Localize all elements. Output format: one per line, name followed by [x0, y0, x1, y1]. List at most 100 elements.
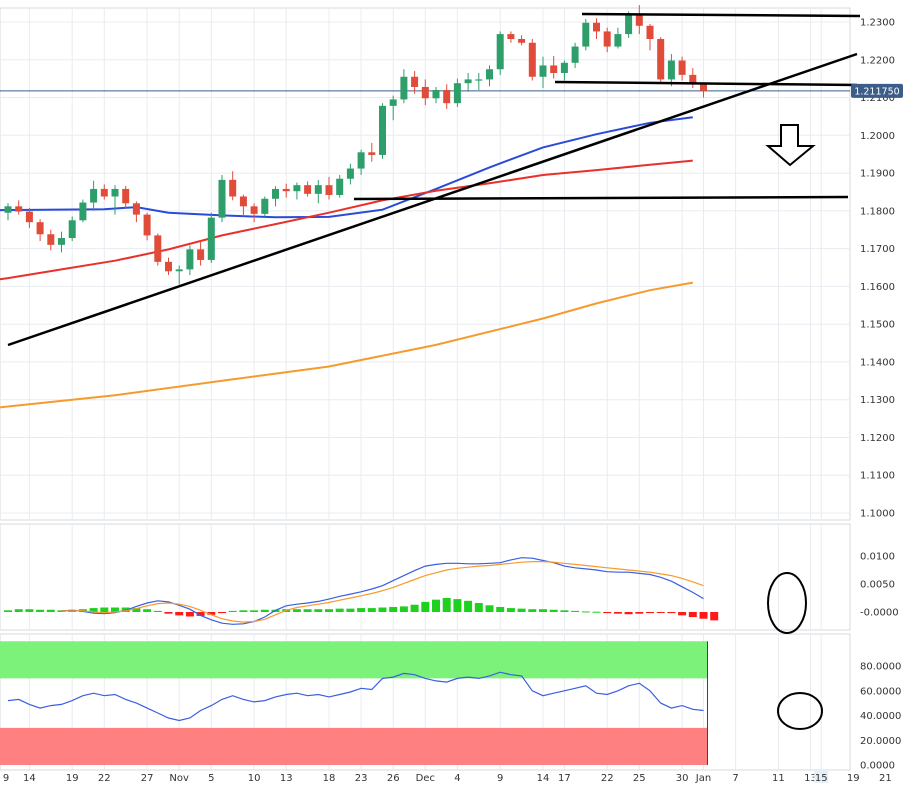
resistance-line: [581, 12, 861, 18]
macd-histogram-bar: [367, 608, 376, 612]
rsi-axis: 80.0000 60.0000 40.0000 20.0000 0.0000: [860, 662, 901, 772]
candle-body: [432, 89, 440, 99]
macd-histogram-bar: [539, 609, 547, 612]
macd-histogram-bar: [635, 612, 644, 614]
macd-histogram-bar: [603, 612, 612, 614]
macd-histogram-bar: [325, 609, 333, 612]
price-tick-label: 1.2200: [860, 55, 895, 66]
candle-body: [132, 203, 140, 215]
candle-body: [582, 22, 590, 47]
macd-histogram-bar: [678, 612, 687, 616]
date-tick-label: 13: [280, 773, 293, 784]
candle-body: [635, 15, 643, 26]
macd-histogram-bar: [164, 612, 173, 614]
candle-body: [657, 38, 665, 80]
macd-histogram-bar: [464, 600, 473, 612]
price-tick-label: 1.2100: [860, 93, 895, 104]
rsi-zones: [0, 641, 708, 765]
rsi-line: [7, 671, 704, 722]
price-tick-label: 1.1900: [860, 169, 895, 180]
macd-histogram-bar: [474, 603, 483, 612]
candle-body: [550, 65, 558, 73]
date-tick-label: Nov: [169, 773, 189, 784]
macd-histogram-bar: [335, 608, 344, 612]
macd-histogram-bar: [613, 612, 622, 614]
price-tick-label: 1.2300: [860, 18, 895, 29]
candle-body: [336, 178, 344, 195]
candle-body: [293, 185, 301, 192]
price-tick-label: 1.1300: [860, 395, 895, 406]
macd-histogram-bar: [399, 606, 408, 612]
date-tick-label: 9: [497, 773, 503, 784]
date-tick-label: 9: [3, 773, 9, 784]
macd-histogram-bar: [207, 612, 216, 615]
candle-body: [15, 206, 23, 212]
macd-tick-label: 0.0100: [860, 552, 895, 563]
macd-histogram-bar: [239, 610, 248, 612]
date-tick-label: 30: [676, 773, 689, 784]
candle-body: [443, 89, 451, 104]
macd-histogram-bar: [153, 610, 162, 612]
candle-body: [646, 25, 654, 39]
candle-body: [528, 42, 536, 77]
macd-histogram-bar: [506, 608, 515, 612]
macd-histogram-bar: [560, 610, 569, 612]
candle-body: [165, 261, 172, 272]
candle-body: [90, 188, 98, 203]
price-tick-label: 1.1800: [860, 206, 895, 217]
macd-histogram-bar: [710, 612, 719, 621]
candle-body: [614, 34, 622, 47]
macd-histogram-bar: [581, 611, 590, 613]
candle-body: [667, 60, 675, 80]
macd-histogram-bar: [453, 599, 462, 612]
macd-histogram-bar: [292, 609, 301, 612]
current-price-label: 1.211750: [854, 86, 899, 97]
macd-histogram-bar: [357, 608, 366, 612]
rsi-tick-label: 0.0000: [860, 761, 895, 772]
macd-tick-label: 0.0050: [860, 580, 895, 591]
macd-tick-label: -0.0000: [860, 608, 899, 619]
candle-body: [453, 83, 461, 104]
price-tick-label: 1.1000: [860, 509, 895, 520]
macd-histogram-bar: [89, 608, 98, 612]
macd-histogram-bar: [46, 609, 55, 612]
candle-body: [411, 76, 419, 87]
date-tick-label: 14: [23, 773, 36, 784]
date-tick-label: 15: [815, 773, 828, 784]
price-axis: 1.2300 1.2200 1.2100 1.2000 1.1900 1.1800 1.17…: [860, 18, 895, 520]
date-tick-label: 27: [141, 773, 154, 784]
macd-histogram-bar: [549, 609, 558, 612]
candle-body: [368, 152, 376, 155]
candle-body: [421, 86, 429, 99]
macd-histogram-bar: [410, 604, 419, 612]
macd-line: [61, 561, 704, 623]
price-tick-label: 1.1600: [860, 282, 895, 293]
macd-histogram-bar: [132, 608, 141, 612]
date-tick-label: 21: [879, 773, 892, 784]
macd-histogram-bar: [143, 609, 152, 612]
candle-body: [218, 179, 226, 218]
candle-body: [143, 214, 151, 236]
macd-histogram-bar: [260, 609, 269, 612]
rsi-tick-label: 80.0000: [860, 662, 901, 673]
moving-average-line: [0, 116, 693, 219]
macd-histogram-bar: [4, 610, 12, 612]
macd-histogram-bar: [699, 612, 708, 619]
candle-body: [25, 211, 33, 223]
candle-body: [346, 168, 354, 179]
candle-body: [229, 179, 237, 197]
candle-body: [261, 198, 269, 214]
price-tick-label: 1.1200: [860, 433, 895, 444]
current-price-tag: 1.211750: [851, 83, 903, 98]
candle-body: [496, 34, 504, 70]
date-tick-label: 10: [248, 773, 261, 784]
macd-histogram-bar: [656, 612, 665, 613]
macd-histogram-bar: [346, 608, 355, 612]
candle-body: [36, 222, 44, 235]
macd-histogram-bar: [421, 601, 430, 612]
macd-histogram-bar: [228, 610, 237, 612]
moving-averages: [0, 116, 693, 409]
rsi-panel: [7, 671, 704, 722]
macd-histogram-bar: [571, 610, 580, 612]
